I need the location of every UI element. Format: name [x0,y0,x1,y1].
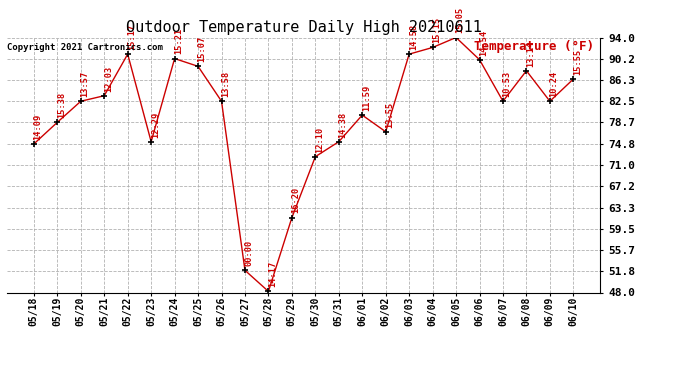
Text: 14:38: 14:38 [339,111,348,138]
Text: 13:57: 13:57 [81,71,90,97]
Text: 14:58: 14:58 [408,24,418,50]
Text: 15:15: 15:15 [432,17,442,43]
Text: 10:24: 10:24 [549,71,558,97]
Text: 10:53: 10:53 [502,71,511,97]
Text: 14:17: 14:17 [268,261,277,287]
Text: 15:38: 15:38 [57,92,66,118]
Text: Temperature (°F): Temperature (°F) [474,40,594,53]
Text: 15:05: 15:05 [455,7,465,33]
Text: 12:29: 12:29 [151,111,160,138]
Text: 16:20: 16:20 [292,187,301,213]
Text: 15:55: 15:55 [573,49,582,75]
Text: Copyright 2021 Cartronics.com: Copyright 2021 Cartronics.com [8,43,164,52]
Text: 11:59: 11:59 [362,85,371,111]
Text: 13:55: 13:55 [385,101,395,128]
Text: 14:09: 14:09 [34,114,43,140]
Text: 15:07: 15:07 [198,36,207,62]
Text: 12:03: 12:03 [104,65,113,92]
Title: Outdoor Temperature Daily High 20210611: Outdoor Temperature Daily High 20210611 [126,20,482,35]
Text: 13:14: 13:14 [526,40,535,67]
Text: 00:00: 00:00 [245,240,254,266]
Text: 15:21: 15:21 [175,28,184,54]
Text: 13:58: 13:58 [221,71,230,97]
Text: 12:10: 12:10 [315,126,324,153]
Text: 15:17: 15:17 [128,24,137,50]
Text: 14:54: 14:54 [479,29,489,56]
